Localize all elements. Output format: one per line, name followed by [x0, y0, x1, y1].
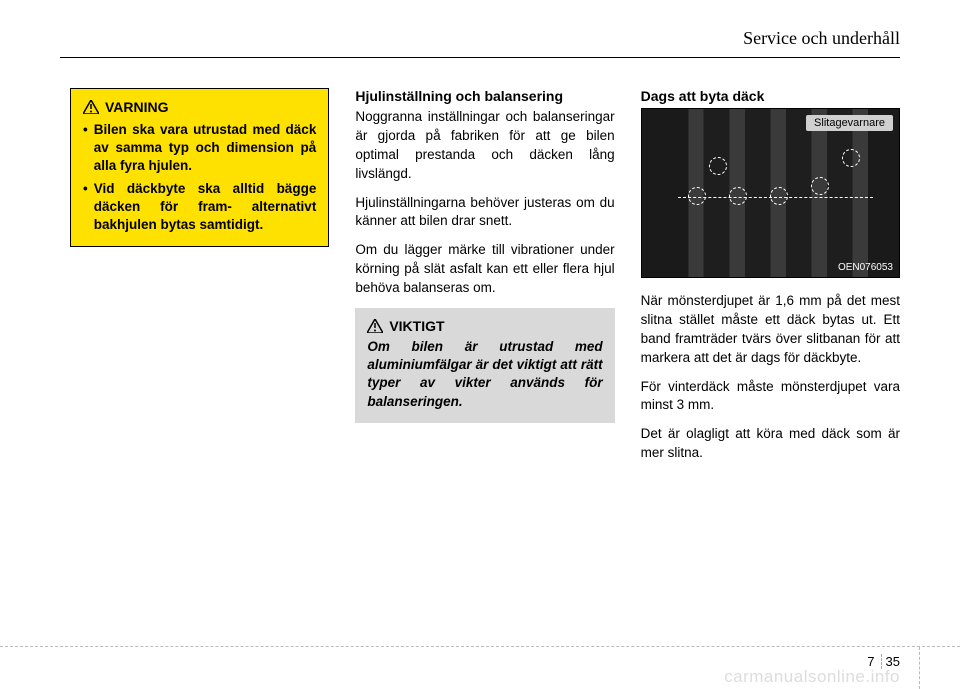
- paragraph: Det är olagligt att köra med däck som är…: [641, 425, 900, 463]
- tire-wear-figure: Slitagevarnare OEN076053: [641, 108, 900, 278]
- wear-marker: [811, 177, 829, 195]
- warning-box: VARNING • Bilen ska vara utrustad med dä…: [70, 88, 329, 247]
- warning-item-text: Vid däckbyte ska alltid bägge däcken för…: [94, 180, 317, 235]
- wear-marker: [729, 187, 747, 205]
- paragraph: Om du lägger märke till vibrationer unde…: [355, 241, 614, 298]
- wear-marker: [688, 187, 706, 205]
- column-3: Dags att byta däck Slitagevarnare OEN076…: [641, 88, 900, 473]
- notice-body: Om bilen är utrustad med aluminiumfälgar…: [367, 338, 602, 411]
- bullet-icon: •: [83, 180, 88, 235]
- notice-box: VIKTIGT Om bilen är utrustad med alumini…: [355, 308, 614, 423]
- header-title: Service och underhåll: [743, 28, 900, 48]
- column-2: Hjulinställning och balansering Noggrann…: [355, 88, 614, 473]
- warning-item-text: Bilen ska vara utrustad med däck av samm…: [94, 121, 317, 176]
- warning-title-text: VARNING: [105, 99, 169, 115]
- paragraph: För vinterdäck måste mönsterdjupet vara …: [641, 378, 900, 416]
- section-title: Hjulinställning och balansering: [355, 88, 614, 104]
- warning-item: • Vid däckbyte ska alltid bägge däcken f…: [83, 180, 316, 235]
- manual-page: Service och underhåll VARNING • Bilen sk…: [0, 0, 960, 689]
- footer-divider-vertical: [919, 647, 920, 689]
- column-1: VARNING • Bilen ska vara utrustad med dä…: [70, 88, 329, 473]
- paragraph: Noggranna inställningar och balanseringa…: [355, 108, 614, 184]
- footer-divider: [0, 646, 960, 647]
- content-columns: VARNING • Bilen ska vara utrustad med dä…: [70, 88, 900, 473]
- section-title: Dags att byta däck: [641, 88, 900, 104]
- warning-icon: [83, 100, 99, 114]
- caution-icon: [367, 319, 383, 333]
- wear-marker: [770, 187, 788, 205]
- figure-label: Slitagevarnare: [806, 115, 893, 131]
- figure-code: OEN076053: [838, 262, 893, 273]
- watermark: carmanualsonline.info: [724, 667, 900, 687]
- wear-marker: [842, 149, 860, 167]
- paragraph: Hjulinställningarna behöver justeras om …: [355, 194, 614, 232]
- warning-title: VARNING: [83, 99, 316, 115]
- notice-title-text: VIKTIGT: [389, 318, 444, 334]
- page-header: Service och underhåll: [60, 28, 900, 58]
- warning-item: • Bilen ska vara utrustad med däck av sa…: [83, 121, 316, 176]
- wear-marker: [709, 157, 727, 175]
- bullet-icon: •: [83, 121, 88, 176]
- warning-list: • Bilen ska vara utrustad med däck av sa…: [83, 121, 316, 234]
- notice-title: VIKTIGT: [367, 318, 602, 334]
- paragraph: När mönsterdjupet är 1,6 mm på det mest …: [641, 292, 900, 368]
